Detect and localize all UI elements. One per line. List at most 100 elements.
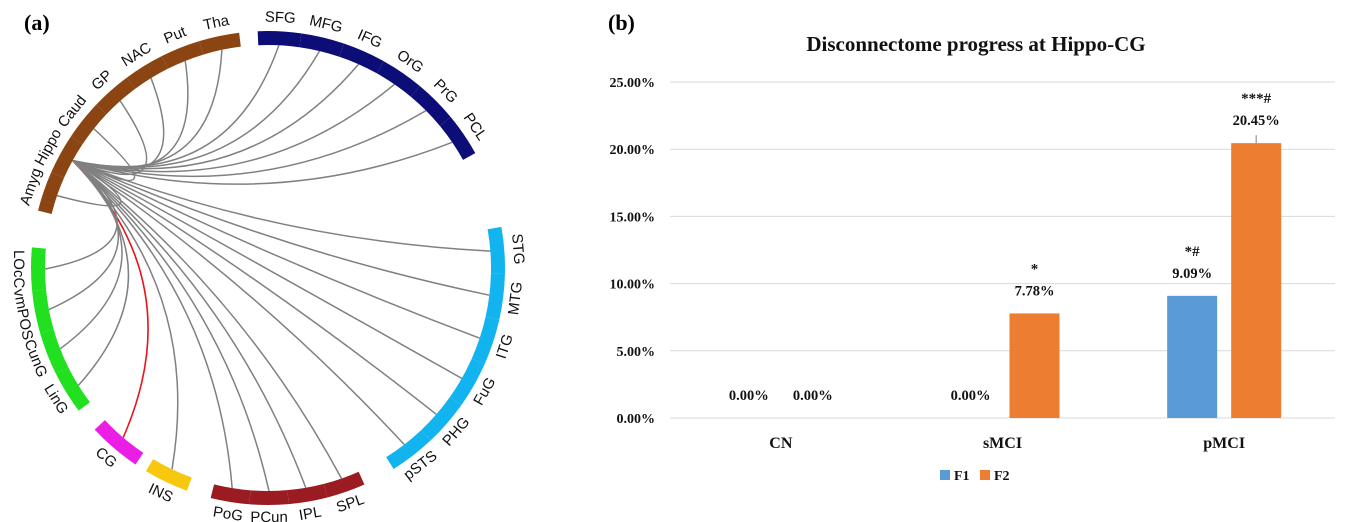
y-tick-label: 0.00% [617,412,656,427]
link-hippo-vmpos [48,160,120,311]
y-tick-label: 20.00% [610,143,656,158]
link-hippo-stg [72,159,491,252]
region-arc-fug [449,358,485,406]
region-arcs [31,31,505,505]
region-label-locc: LOcC [10,250,27,289]
region-label-ifg: IFG [355,26,385,52]
panel-b-label: (b) [608,10,635,35]
link-hippo-pog [72,160,233,489]
legend-label-f2: F2 [994,469,1010,484]
region-arc-phg [420,396,462,441]
data-label-f2-smci: 7.78% [1015,283,1055,299]
region-arc-cung [40,329,69,374]
region-arc-cg [94,420,144,465]
legend: F1 F2 [940,469,1010,484]
region-arc-gp [96,77,136,115]
significance-f2-smci: * [1031,261,1039,277]
link-hippo-mtg [72,159,490,296]
x-category-pmci: pMCI [1203,435,1245,452]
region-arc-ling [55,367,90,411]
link-hippo-pcun [72,160,270,492]
region-arc-pog [210,484,251,505]
bar-chart: (b) Disconnectome progress at Hippo-CG 0… [608,10,1335,484]
region-label-pog: PoG [212,503,244,522]
region-label-ipl: IPL [298,504,323,522]
link-hippo-phg [72,159,437,415]
link-hippo-ins [72,160,179,470]
bar-f2-pmci [1231,143,1282,419]
region-label-gp: GP [88,67,116,94]
link-hippo-org [72,83,395,173]
panel-a-label: (a) [24,10,50,35]
region-label-pcun: PCun [250,509,288,522]
region-arc-hippo [51,136,83,178]
significance-f2-pmci: ***# [1241,91,1272,107]
region-arc-pcl [439,116,476,160]
region-arc-prg [410,86,451,126]
region-arc-stg [487,226,505,274]
region-label-sfg: SFG [264,9,296,27]
chord-links [44,45,491,492]
link-hippo-itg [72,159,480,339]
region-arc-itg [471,316,500,365]
link-hippo-ipl [72,160,307,489]
region-arc-locc [31,247,47,291]
link-hippo-ifg [72,63,360,170]
region-arc-vmpos [32,289,54,334]
gridlines [670,81,1335,419]
y-axis-ticks: 0.00% 5.00% 10.00% 15.00% 20.00% 25.00% [610,76,656,427]
y-tick-label: 5.00% [617,345,656,360]
significance-f1-pmci: *# [1185,244,1201,260]
region-arc-pcun [249,490,289,505]
legend-swatch-f1 [940,470,950,480]
region-arc-ipl [287,483,328,505]
region-arc-org [376,61,420,97]
bars: 0.00% 0.00% 0.00% 7.78% * 9.09% *# 20.45% ***# [729,91,1282,419]
link-hippo-cung [59,160,123,350]
link-hippo-fug [72,159,463,380]
region-label-stg: STG [508,233,527,265]
y-tick-label: 15.00% [610,210,656,225]
link-hippo-spl [72,160,343,479]
data-label-f1-smci: 0.00% [951,388,991,404]
chart-title: Disconnectome progress at Hippo-CG [806,32,1145,56]
region-arc-sfg [257,31,302,48]
region-arc-put [161,41,204,69]
region-label-mtg: MTG [505,281,526,316]
x-category-smci: sMCI [983,435,1022,452]
y-tick-label: 10.00% [610,278,656,293]
region-arc-ins [145,459,192,491]
region-arc-psts [386,430,431,469]
region-label-spl: SPL [334,491,366,516]
region-arc-spl [323,471,365,498]
region-arc-caud [70,104,107,145]
region-arc-mfg [299,33,344,57]
region-label-vmpos: vmPOS [10,288,36,342]
link-hippo-pcl [72,141,453,185]
region-label-mfg: MFG [308,12,344,36]
link-hippo-locc [44,160,118,270]
region-label-put: Put [161,23,189,47]
x-category-cn: CN [769,435,793,452]
bar-f2-smci [1009,313,1060,418]
x-axis-categories: CN sMCI pMCI [769,435,1245,452]
region-label-itg: ITG [493,332,517,361]
region-label-tha: Tha [202,12,231,34]
region-arc-ifg [339,43,384,74]
region-arc-mtg [485,273,505,320]
region-arc-nac [126,56,168,89]
region-arc-tha [199,32,241,55]
legend-swatch-f2 [980,470,990,480]
bar-f1-pmci [1167,295,1218,418]
legend-label-f1: F1 [954,469,970,484]
link-hippo-psts [72,159,405,446]
y-tick-label: 25.00% [610,76,656,91]
link-hippo-prg [72,110,427,178]
data-label-f2-pmci: 20.45% [1233,113,1280,129]
region-arc-amyg [38,172,65,215]
data-label-f1-cn: 0.00% [729,388,769,404]
data-label-f1-pmci: 9.09% [1172,266,1212,282]
data-label-f2-cn: 0.00% [793,388,833,404]
